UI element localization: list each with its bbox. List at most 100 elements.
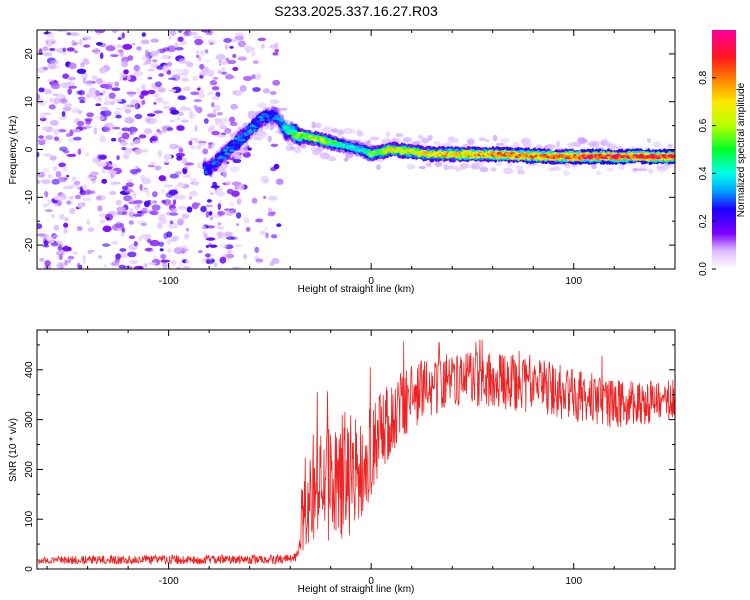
spectral-noise-blob [211,214,219,219]
spectral-halo-blob [357,131,364,137]
spectral-noise-blob [160,254,167,259]
spectral-noise-blob [147,113,156,117]
spectral-noise-blob [52,128,60,135]
spectral-noise-blob [158,175,166,182]
spectral-halo-blob [254,136,264,141]
spectral-noise-blob [215,53,226,61]
spectral-noise-blob [37,93,40,101]
spectral-noise-blob [195,54,200,59]
spectral-noise-blob [213,261,218,268]
spectral-noise-blob [250,50,256,57]
spectral-noise-blob [177,219,184,226]
spectral-noise-blob [129,235,135,240]
spectral-noise-blob [68,85,78,89]
spectral-noise-blob [188,31,198,36]
spectral-noise-blob [141,84,146,91]
spectral-noise-blob [221,71,227,75]
spectral-halo-blob [232,155,243,160]
spectral-noise-blob [47,39,53,45]
spectral-noise-blob [111,30,118,34]
spectral-noise-blob [53,136,60,141]
spectral-noise-blob [66,133,71,137]
colorbar-tick-label: 0.8 [698,70,709,84]
spectral-noise-blob [226,249,233,254]
spectral-halo-blob [517,169,526,175]
spectral-noise-blob [101,167,106,174]
spectral-noise-blob [96,78,103,84]
spectral-noise-blob [97,161,107,168]
spectral-noise-blob [202,231,206,235]
spectral-noise-blob [69,129,74,137]
spectral-noise-blob [49,60,59,65]
spectral-noise-blob [129,198,135,202]
spectral-noise-blob [86,220,91,225]
spectral-noise-blob [96,42,103,46]
spectral-noise-blob [66,32,72,36]
spectral-noise-blob [49,119,59,126]
spectral-noise-blob [157,150,162,158]
spectral-noise-blob [38,87,45,93]
spectral-halo-blob [618,163,625,171]
spectral-noise-blob [168,189,178,196]
spectral-noise-blob [178,58,187,65]
spectral-noise-blob [252,87,261,92]
spectral-noise-blob [73,180,81,186]
spectral-noise-blob [204,59,211,63]
spectral-halo-blob [349,129,356,134]
spectral-noise-blob [152,92,160,98]
spectral-noise-blob [229,116,236,123]
spectral-noise-blob [99,154,107,160]
spectral-noise-blob [37,171,46,178]
spectral-noise-blob [199,70,210,76]
spectral-noise-blob [195,106,203,114]
spectral-noise-blob [276,223,282,228]
spectral-noise-blob [111,87,121,91]
spectral-noise-blob [49,47,56,52]
spectral-noise-blob [52,93,59,97]
spectral-noise-blob [121,32,125,39]
spectral-halo-blob [596,170,602,176]
spectral-noise-blob [159,248,164,252]
spectral-noise-blob [177,111,184,117]
spectral-noise-blob [160,188,166,195]
spectral-noise-blob [201,225,206,230]
spectral-noise-blob [120,141,128,146]
spectral-noise-blob [273,163,280,170]
spectral-noise-blob [193,35,203,39]
spectral-noise-blob [189,190,198,197]
spectral-noise-blob [239,85,247,92]
spectral-noise-blob [99,67,107,74]
spectral-noise-blob [116,199,122,206]
spectral-noise-blob [206,91,214,96]
spectral-noise-blob [207,69,215,77]
spectral-noise-blob [155,81,162,88]
spectral-halo-blob [450,137,459,144]
spectral-noise-blob [38,135,44,139]
spectral-noise-blob [176,155,183,161]
spectral-noise-blob [144,60,151,65]
spectral-noise-blob [224,44,229,50]
spectral-noise-blob [153,102,157,105]
spectral-noise-blob [61,30,69,33]
spectral-noise-blob [211,95,219,101]
spectral-noise-blob [203,118,209,124]
spectral-halo-blob [315,122,322,129]
snr-x-label: Height of straight line (km) [298,584,415,595]
spectral-noise-blob [71,176,77,181]
spectral-noise-blob [174,193,179,200]
spectral-halo-blob [402,136,413,143]
spectral-halo-blob [331,128,339,133]
spectral-noise-blob [156,222,163,230]
spectral-noise-blob [144,247,154,252]
spectral-noise-blob [193,99,202,103]
spectral-noise-blob [161,199,166,204]
spectral-noise-blob [102,225,112,233]
spectral-halo-blob [418,134,424,140]
spectral-noise-blob [208,211,213,216]
spectral-noise-blob [71,107,81,114]
spectral-noise-blob [177,30,183,34]
spectral-noise-blob [47,174,53,179]
spectral-noise-blob [56,262,66,269]
spectral-noise-blob [260,175,270,183]
spectral-noise-blob [78,90,85,96]
